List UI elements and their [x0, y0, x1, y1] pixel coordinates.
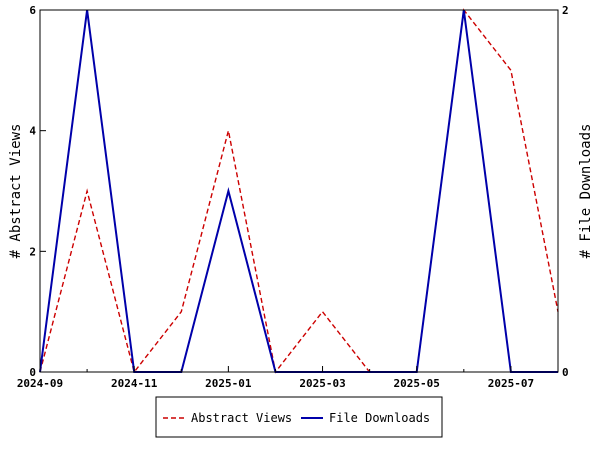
x-tick-label: 2025-01: [205, 377, 252, 390]
plot-frame: [39, 9, 559, 373]
legend: Abstract Views File Downloads: [155, 396, 443, 438]
y-axis-left-title: # Abstract Views: [8, 124, 24, 259]
y-left-tick-label: 4: [29, 125, 36, 138]
x-tick-label: 2025-07: [488, 377, 534, 390]
series-line-abstract-views: [39, 8, 559, 374]
y-axis-right-title: # File Downloads: [578, 124, 594, 259]
x-tick-label: 2025-03: [299, 377, 345, 390]
y-left-tick-label: 0: [29, 366, 36, 379]
legend-label: Abstract Views: [191, 411, 292, 425]
y-right-tick-label: 2: [562, 4, 569, 17]
series-line-file-downloads: [39, 9, 558, 373]
series-layer: [39, 8, 559, 374]
x-tick-label: 2024-09: [17, 377, 63, 390]
x-tick-label: 2024-11: [111, 377, 158, 390]
x-tick-label: 2025-05: [394, 377, 440, 390]
ticks-layer: 2024-09 2024-11 2025-01 2025-03 2025-05 2025-…: [17, 4, 569, 390]
y-left-tick-label: 2: [29, 245, 36, 258]
legend-label: File Downloads: [329, 411, 430, 425]
y-right-tick-label: 0: [562, 366, 569, 379]
legend-box: [155, 396, 443, 438]
y-left-tick-label: 6: [29, 4, 36, 17]
